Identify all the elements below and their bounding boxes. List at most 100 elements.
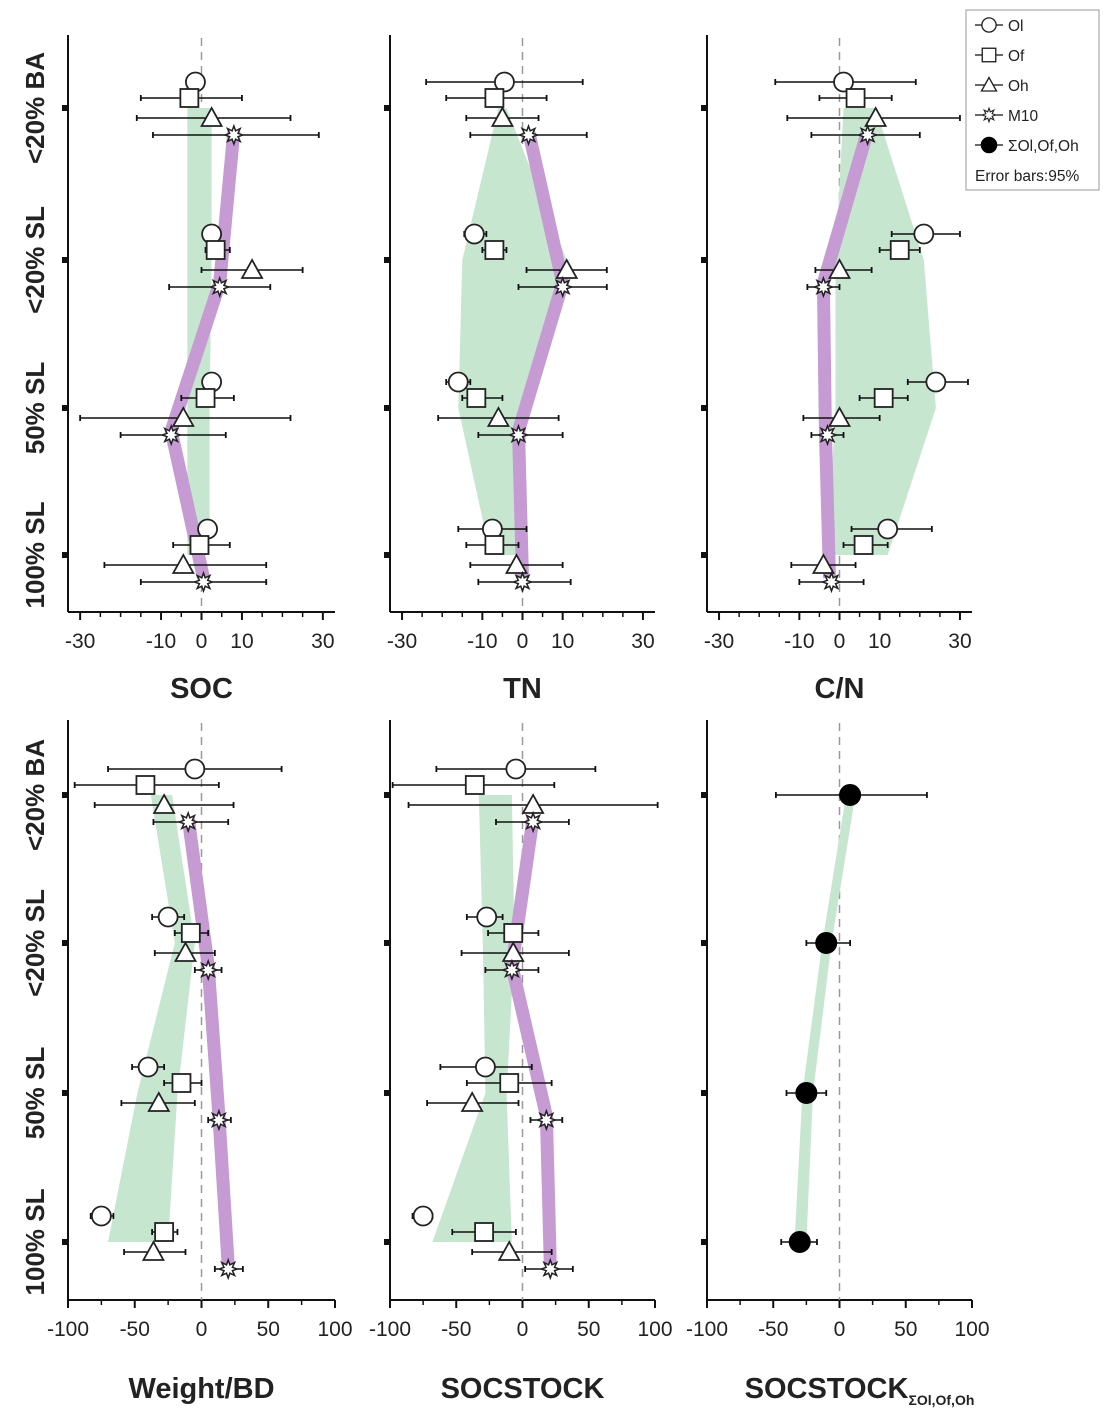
m10-marker xyxy=(511,570,534,594)
series-of xyxy=(139,88,243,555)
sum-marker xyxy=(980,136,998,154)
x-tick-label: -100 xyxy=(47,1318,89,1341)
x-tick-label: 0 xyxy=(196,1318,208,1341)
oh-marker xyxy=(501,941,525,962)
series-of xyxy=(818,88,921,555)
m10-band xyxy=(164,130,241,580)
legend-marker xyxy=(980,76,998,92)
row-label: 50% SL xyxy=(20,1047,50,1140)
of-marker xyxy=(474,1222,494,1242)
oh-marker xyxy=(864,106,888,127)
x-tick-label: 0 xyxy=(834,630,846,653)
m10-marker xyxy=(196,958,220,982)
row-label: 50% SL xyxy=(20,362,50,455)
m10-marker xyxy=(856,123,879,147)
of-marker xyxy=(464,775,485,795)
y-tick xyxy=(384,940,390,946)
sum-marker xyxy=(795,1082,818,1104)
m10-marker xyxy=(507,423,530,447)
oh-marker xyxy=(490,106,514,127)
series-oh xyxy=(786,106,961,574)
ol-marker xyxy=(476,906,498,928)
x-tick-label: 30 xyxy=(311,630,334,653)
x-tick-label: 50 xyxy=(894,1318,917,1341)
x-tick-label: -10 xyxy=(146,630,176,653)
oh-marker xyxy=(486,406,510,427)
y-tick xyxy=(62,1239,68,1245)
series-of xyxy=(73,775,220,1242)
y-tick xyxy=(62,405,68,411)
legend-marker xyxy=(980,106,998,124)
legend-marker xyxy=(981,47,997,63)
y-tick xyxy=(384,552,390,558)
legend-marker xyxy=(981,17,997,33)
ol-marker xyxy=(833,71,854,93)
of-marker xyxy=(180,923,201,943)
oh-marker xyxy=(171,406,195,427)
of-marker xyxy=(499,1073,520,1093)
y-tick xyxy=(62,792,68,798)
series-ol xyxy=(774,71,969,540)
m10-marker xyxy=(208,275,231,299)
legend-note: Error bars:95% xyxy=(975,168,1079,185)
range-band xyxy=(108,795,195,1242)
of-marker xyxy=(845,88,866,108)
x-tick-label: -50 xyxy=(441,1318,471,1341)
of-marker xyxy=(484,240,505,260)
x-tick-label: 0 xyxy=(517,630,529,653)
ol-marker xyxy=(90,1205,112,1227)
series-ol xyxy=(425,71,584,540)
y-tick xyxy=(384,105,390,111)
ol-marker xyxy=(494,71,515,93)
series-oh xyxy=(437,106,608,574)
m10-marker xyxy=(222,123,246,147)
y-tick xyxy=(384,1090,390,1096)
y-tick xyxy=(384,257,390,263)
of-marker xyxy=(503,923,524,943)
oh-marker xyxy=(460,1091,484,1112)
ol-marker xyxy=(157,906,179,928)
x-tick-label: -30 xyxy=(704,630,734,653)
oh-marker xyxy=(173,941,198,962)
y-tick xyxy=(62,552,68,558)
m10-marker xyxy=(192,570,215,594)
legend-label: Oh xyxy=(1008,78,1029,95)
ol-marker xyxy=(877,518,899,540)
y-tick xyxy=(701,405,707,411)
x-tick-label: 0 xyxy=(834,1318,846,1341)
of-marker xyxy=(179,88,200,108)
of-marker xyxy=(171,1073,192,1093)
y-tick xyxy=(701,1239,707,1245)
of-marker xyxy=(135,775,156,795)
row-label: 100% SL xyxy=(20,501,50,608)
legend: Ol Of Oh M10 ΣOl,Of,Oh Error bars:95% xyxy=(965,9,1100,191)
x-tick-label: 50 xyxy=(257,1318,280,1341)
series-oh xyxy=(407,793,659,1261)
m10-marker xyxy=(176,810,200,834)
oh-marker xyxy=(555,258,579,279)
oh-marker xyxy=(171,553,195,574)
x-tick-label: 10 xyxy=(230,630,253,653)
series-ol xyxy=(185,71,223,540)
of-marker xyxy=(189,535,210,555)
x-tick-label: -10 xyxy=(784,630,814,653)
panel-title: SOC xyxy=(170,673,233,705)
ol-marker xyxy=(137,1056,159,1078)
panel-3: -30 -10 0 10 30 C/N xyxy=(701,35,972,705)
series-of xyxy=(445,88,548,555)
sum-marker xyxy=(815,932,838,954)
row-label: <20% BA xyxy=(20,52,50,164)
series-m10 xyxy=(469,123,608,594)
x-tick-label: 30 xyxy=(948,630,971,653)
x-tick-label: 0 xyxy=(517,1318,529,1341)
of-marker xyxy=(205,240,226,260)
ol-marker xyxy=(505,758,527,780)
legend-label: Of xyxy=(1008,48,1025,65)
y-tick xyxy=(701,257,707,263)
ol-marker xyxy=(925,371,947,393)
panel-2: -30 -10 0 10 30 TN xyxy=(384,35,655,705)
panel-6: -100 -50 0 50 100 SOCSTOCKΣOl,Of,Oh xyxy=(686,720,990,1408)
series-ol xyxy=(411,758,597,1227)
of-marker xyxy=(981,47,997,63)
